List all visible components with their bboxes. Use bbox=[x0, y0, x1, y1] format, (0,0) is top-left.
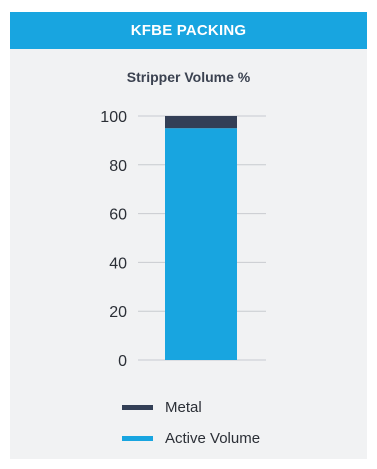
legend-swatch-active-volume bbox=[122, 435, 153, 441]
card-title: KFBE PACKING bbox=[130, 22, 247, 39]
chart-card: KFBE PACKING Stripper Volume % 0 20 40 60 80… bbox=[10, 12, 367, 459]
legend-label: Active Volume bbox=[165, 429, 261, 447]
y-tick-label: 20 bbox=[109, 304, 127, 321]
bar-segment-active-volume bbox=[165, 128, 237, 360]
chart-title: Stripper Volume % bbox=[126, 69, 251, 85]
stacked-bar-chart: 0 20 40 60 80 100 bbox=[100, 109, 266, 370]
legend-swatch-metal bbox=[122, 404, 153, 410]
legend-item-active-volume: Active Volume bbox=[122, 429, 261, 447]
card-header: KFBE PACKING bbox=[10, 12, 367, 49]
legend-label: Metal bbox=[165, 398, 202, 416]
chart-legend: Metal Active Volume bbox=[122, 399, 260, 459]
y-tick-label: 0 bbox=[118, 353, 127, 370]
bar-segment-metal bbox=[165, 116, 237, 129]
y-tick-label: 60 bbox=[109, 207, 127, 224]
legend-item-metal: Metal bbox=[122, 398, 260, 416]
y-tick-label: 40 bbox=[109, 255, 127, 272]
y-tick-label: 80 bbox=[109, 158, 127, 175]
y-tick-label: 100 bbox=[100, 109, 127, 126]
